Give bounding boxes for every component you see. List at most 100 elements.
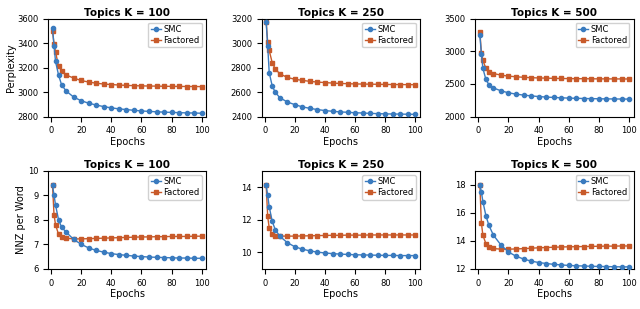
Factored bbox=[138, 84, 145, 88]
SMC bbox=[271, 228, 279, 231]
SMC bbox=[284, 100, 291, 104]
Factored bbox=[271, 234, 279, 238]
Factored bbox=[54, 233, 62, 236]
Factored bbox=[183, 85, 191, 88]
Factored bbox=[366, 233, 374, 237]
SMC bbox=[92, 103, 100, 107]
SMC bbox=[122, 253, 130, 257]
SMC bbox=[130, 108, 138, 112]
Factored bbox=[268, 233, 276, 236]
Y-axis label: NNZ per Word: NNZ per Word bbox=[17, 185, 26, 254]
Title: Topics K = 100: Topics K = 100 bbox=[84, 160, 170, 170]
Factored bbox=[603, 244, 611, 248]
Factored bbox=[291, 78, 299, 81]
SMC bbox=[291, 103, 299, 107]
Factored bbox=[306, 234, 314, 238]
Line: SMC: SMC bbox=[51, 26, 204, 115]
Factored bbox=[153, 84, 161, 88]
Line: Factored: Factored bbox=[264, 183, 417, 238]
Factored bbox=[321, 81, 329, 84]
Factored bbox=[77, 79, 85, 83]
Line: Factored: Factored bbox=[478, 30, 631, 81]
SMC bbox=[85, 246, 93, 250]
SMC bbox=[618, 97, 625, 101]
SMC bbox=[77, 243, 85, 246]
SMC bbox=[50, 44, 58, 47]
SMC bbox=[404, 254, 412, 257]
Factored bbox=[306, 79, 314, 83]
Factored bbox=[85, 80, 93, 84]
Line: SMC: SMC bbox=[478, 183, 631, 269]
Legend: SMC, Factored: SMC, Factored bbox=[362, 23, 416, 47]
Factored bbox=[122, 235, 130, 239]
Line: SMC: SMC bbox=[264, 183, 417, 258]
SMC bbox=[381, 254, 389, 257]
SMC bbox=[557, 263, 565, 267]
SMC bbox=[336, 110, 344, 114]
SMC bbox=[77, 99, 85, 103]
Factored bbox=[542, 246, 550, 249]
Factored bbox=[580, 77, 588, 81]
SMC bbox=[588, 97, 595, 100]
Line: Factored: Factored bbox=[478, 183, 631, 251]
Factored bbox=[542, 76, 550, 80]
SMC bbox=[485, 223, 493, 227]
SMC bbox=[62, 89, 70, 93]
SMC bbox=[490, 233, 497, 237]
SMC bbox=[306, 107, 314, 110]
Factored bbox=[329, 233, 337, 237]
Factored bbox=[477, 51, 485, 54]
Factored bbox=[122, 83, 130, 87]
SMC bbox=[153, 110, 161, 114]
Factored bbox=[565, 245, 573, 249]
Factored bbox=[100, 236, 108, 240]
Factored bbox=[482, 242, 490, 245]
Factored bbox=[264, 40, 271, 44]
SMC bbox=[542, 262, 550, 265]
Line: SMC: SMC bbox=[264, 20, 417, 116]
SMC bbox=[49, 184, 56, 187]
Factored bbox=[336, 233, 344, 237]
Factored bbox=[62, 236, 70, 240]
SMC bbox=[108, 252, 115, 256]
SMC bbox=[603, 265, 611, 269]
SMC bbox=[321, 251, 329, 255]
SMC bbox=[130, 254, 138, 258]
Factored bbox=[366, 82, 374, 86]
SMC bbox=[58, 225, 65, 229]
SMC bbox=[336, 252, 344, 256]
Factored bbox=[485, 245, 493, 249]
Factored bbox=[115, 83, 123, 87]
SMC bbox=[603, 97, 611, 101]
Factored bbox=[130, 84, 138, 87]
Factored bbox=[573, 77, 580, 81]
Factored bbox=[49, 29, 56, 33]
Factored bbox=[595, 77, 603, 81]
Factored bbox=[168, 235, 175, 238]
SMC bbox=[565, 264, 573, 267]
Factored bbox=[351, 82, 359, 86]
Factored bbox=[321, 234, 329, 237]
X-axis label: Epochs: Epochs bbox=[109, 137, 145, 147]
Factored bbox=[336, 82, 344, 85]
X-axis label: Epochs: Epochs bbox=[323, 137, 358, 147]
Factored bbox=[100, 82, 108, 86]
SMC bbox=[138, 255, 145, 258]
Factored bbox=[183, 235, 191, 238]
SMC bbox=[115, 107, 123, 111]
Factored bbox=[565, 77, 573, 80]
Factored bbox=[266, 49, 273, 52]
SMC bbox=[359, 253, 367, 257]
Legend: SMC, Factored: SMC, Factored bbox=[148, 23, 202, 47]
SMC bbox=[266, 205, 273, 209]
SMC bbox=[497, 243, 505, 247]
Factored bbox=[505, 74, 513, 78]
Factored bbox=[108, 83, 115, 87]
SMC bbox=[381, 112, 389, 116]
Factored bbox=[190, 234, 198, 238]
SMC bbox=[588, 265, 595, 268]
SMC bbox=[542, 95, 550, 99]
Factored bbox=[404, 233, 412, 237]
Factored bbox=[505, 247, 513, 251]
SMC bbox=[115, 253, 123, 256]
